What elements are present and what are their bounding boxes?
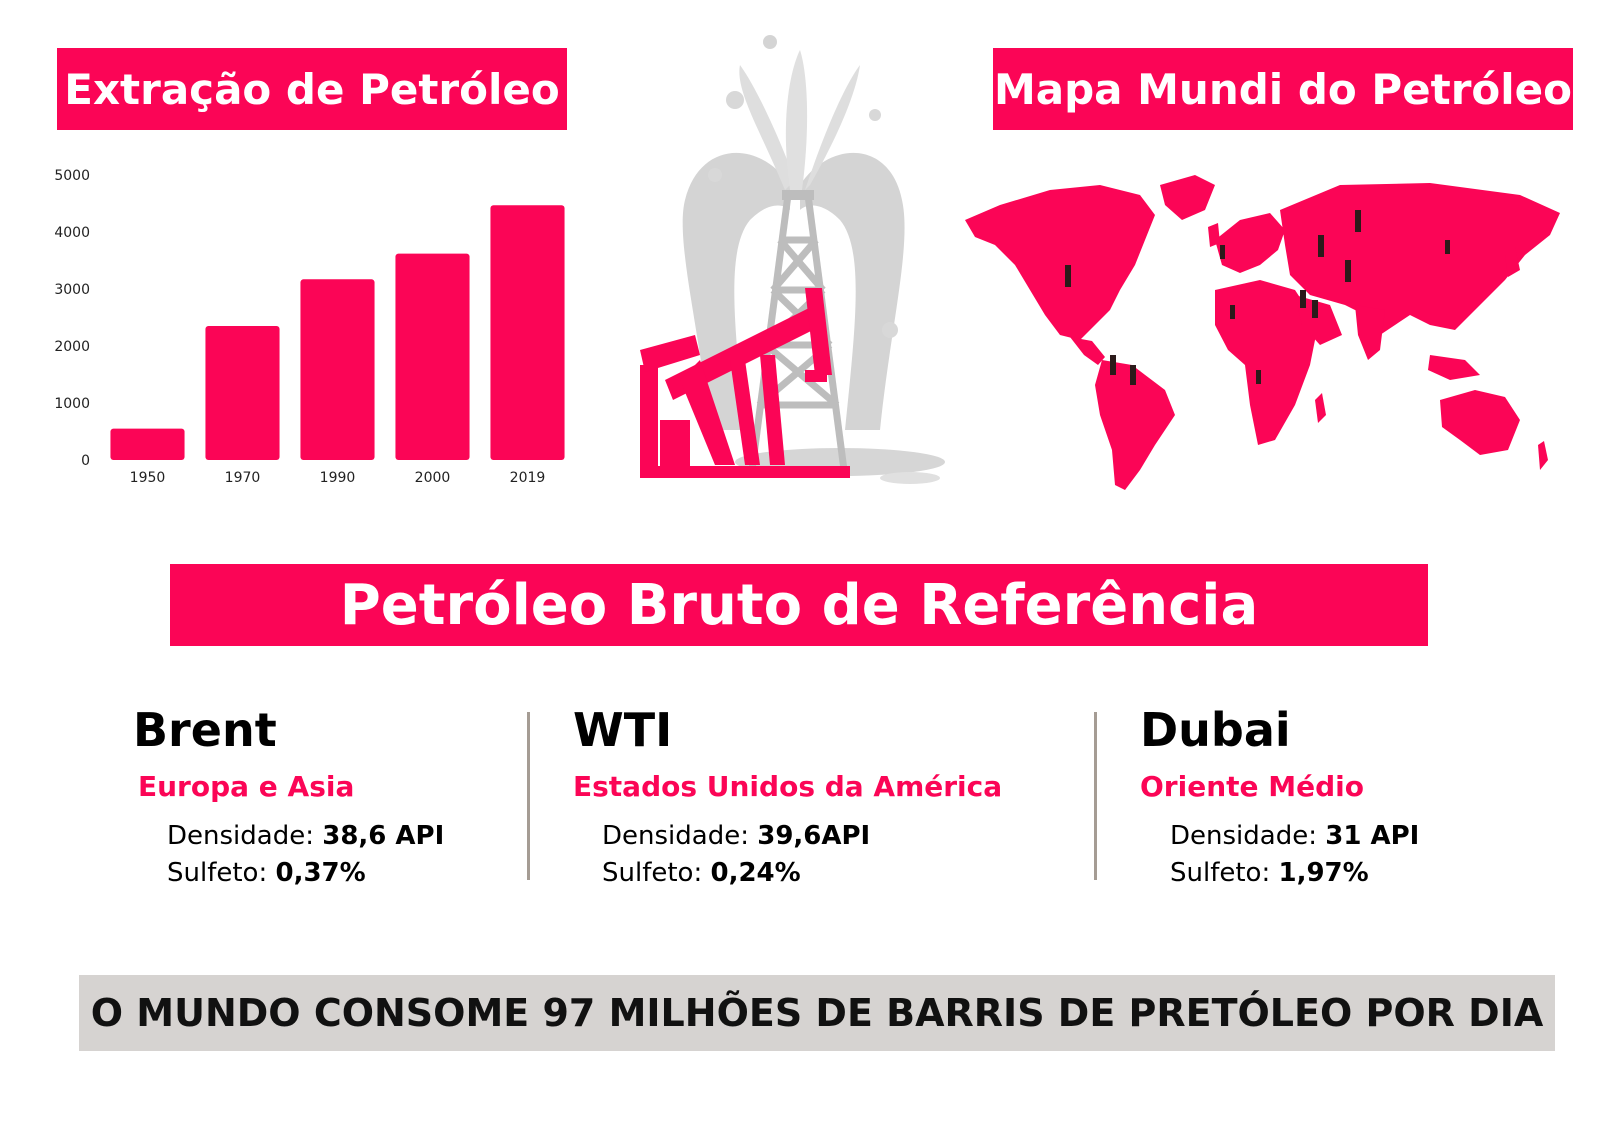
oil-rig-pumpjack-icon (640, 35, 945, 484)
bar-2000 (395, 253, 470, 460)
bar-1990 (300, 279, 375, 460)
y-tick-label: 2000 (54, 339, 90, 355)
x-tick-label: 2000 (415, 470, 451, 486)
sulfur-value: 1,97% (1278, 858, 1369, 888)
reference-dubai: Dubai Oriente Médio Densidade: 31 API Su… (1140, 700, 1419, 892)
density-line: Densidade: 39,6API (602, 821, 871, 851)
density-value: 39,6API (757, 821, 871, 851)
reference-name: Brent (133, 703, 277, 757)
sulfur-line: Sulfeto: 1,97% (1170, 858, 1369, 888)
divider (1094, 712, 1097, 880)
y-tick-label: 4000 (54, 225, 90, 241)
y-tick-label: 3000 (54, 282, 90, 298)
density-line: Densidade: 38,6 API (167, 821, 445, 851)
reference-region: Europa e Asia (138, 770, 355, 803)
x-tick-label: 1990 (320, 470, 356, 486)
chart-title-banner: Extração de Petróleo (57, 48, 567, 130)
x-tick-label: 2019 (510, 470, 546, 486)
bar-1950 (110, 428, 185, 460)
sulfur-line: Sulfeto: 0,37% (167, 858, 366, 888)
reference-region: Oriente Médio (1140, 770, 1364, 803)
y-tick-label: 1000 (54, 396, 90, 412)
reference-wti: WTI Estados Unidos da América Densidade:… (573, 700, 1002, 892)
x-tick-label: 1950 (130, 470, 166, 486)
reference-title-banner: Petróleo Bruto de Referência (170, 564, 1428, 646)
y-tick-label: 5000 (54, 168, 90, 184)
reference-name: WTI (573, 703, 673, 757)
y-tick-label: 0 (81, 453, 90, 469)
map-title-banner: Mapa Mundi do Petróleo (993, 48, 1573, 130)
sulfur-value: 0,24% (710, 858, 801, 888)
footer-banner: O MUNDO CONSOME 97 MILHÕES DE BARRIS DE … (79, 975, 1555, 1051)
x-tick-label: 1970 (225, 470, 261, 486)
reference-brent: Brent Europa e Asia Densidade: 38,6 API … (133, 700, 444, 892)
bar-2019 (490, 205, 565, 460)
density-value: 31 API (1325, 821, 1420, 851)
reference-region: Estados Unidos da América (573, 770, 1003, 803)
reference-name: Dubai (1140, 703, 1291, 757)
sulfur-value: 0,37% (275, 858, 366, 888)
extraction-bar-chart: 0 1000 2000 3000 4000 5000 1950 1970 1990 2000 20… (54, 168, 565, 486)
world-map-icon (965, 175, 1560, 490)
bar-1970 (205, 326, 280, 460)
density-line: Densidade: 31 API (1170, 821, 1420, 851)
sulfur-line: Sulfeto: 0,24% (602, 858, 801, 888)
density-value: 38,6 API (322, 821, 445, 851)
divider (527, 712, 530, 880)
